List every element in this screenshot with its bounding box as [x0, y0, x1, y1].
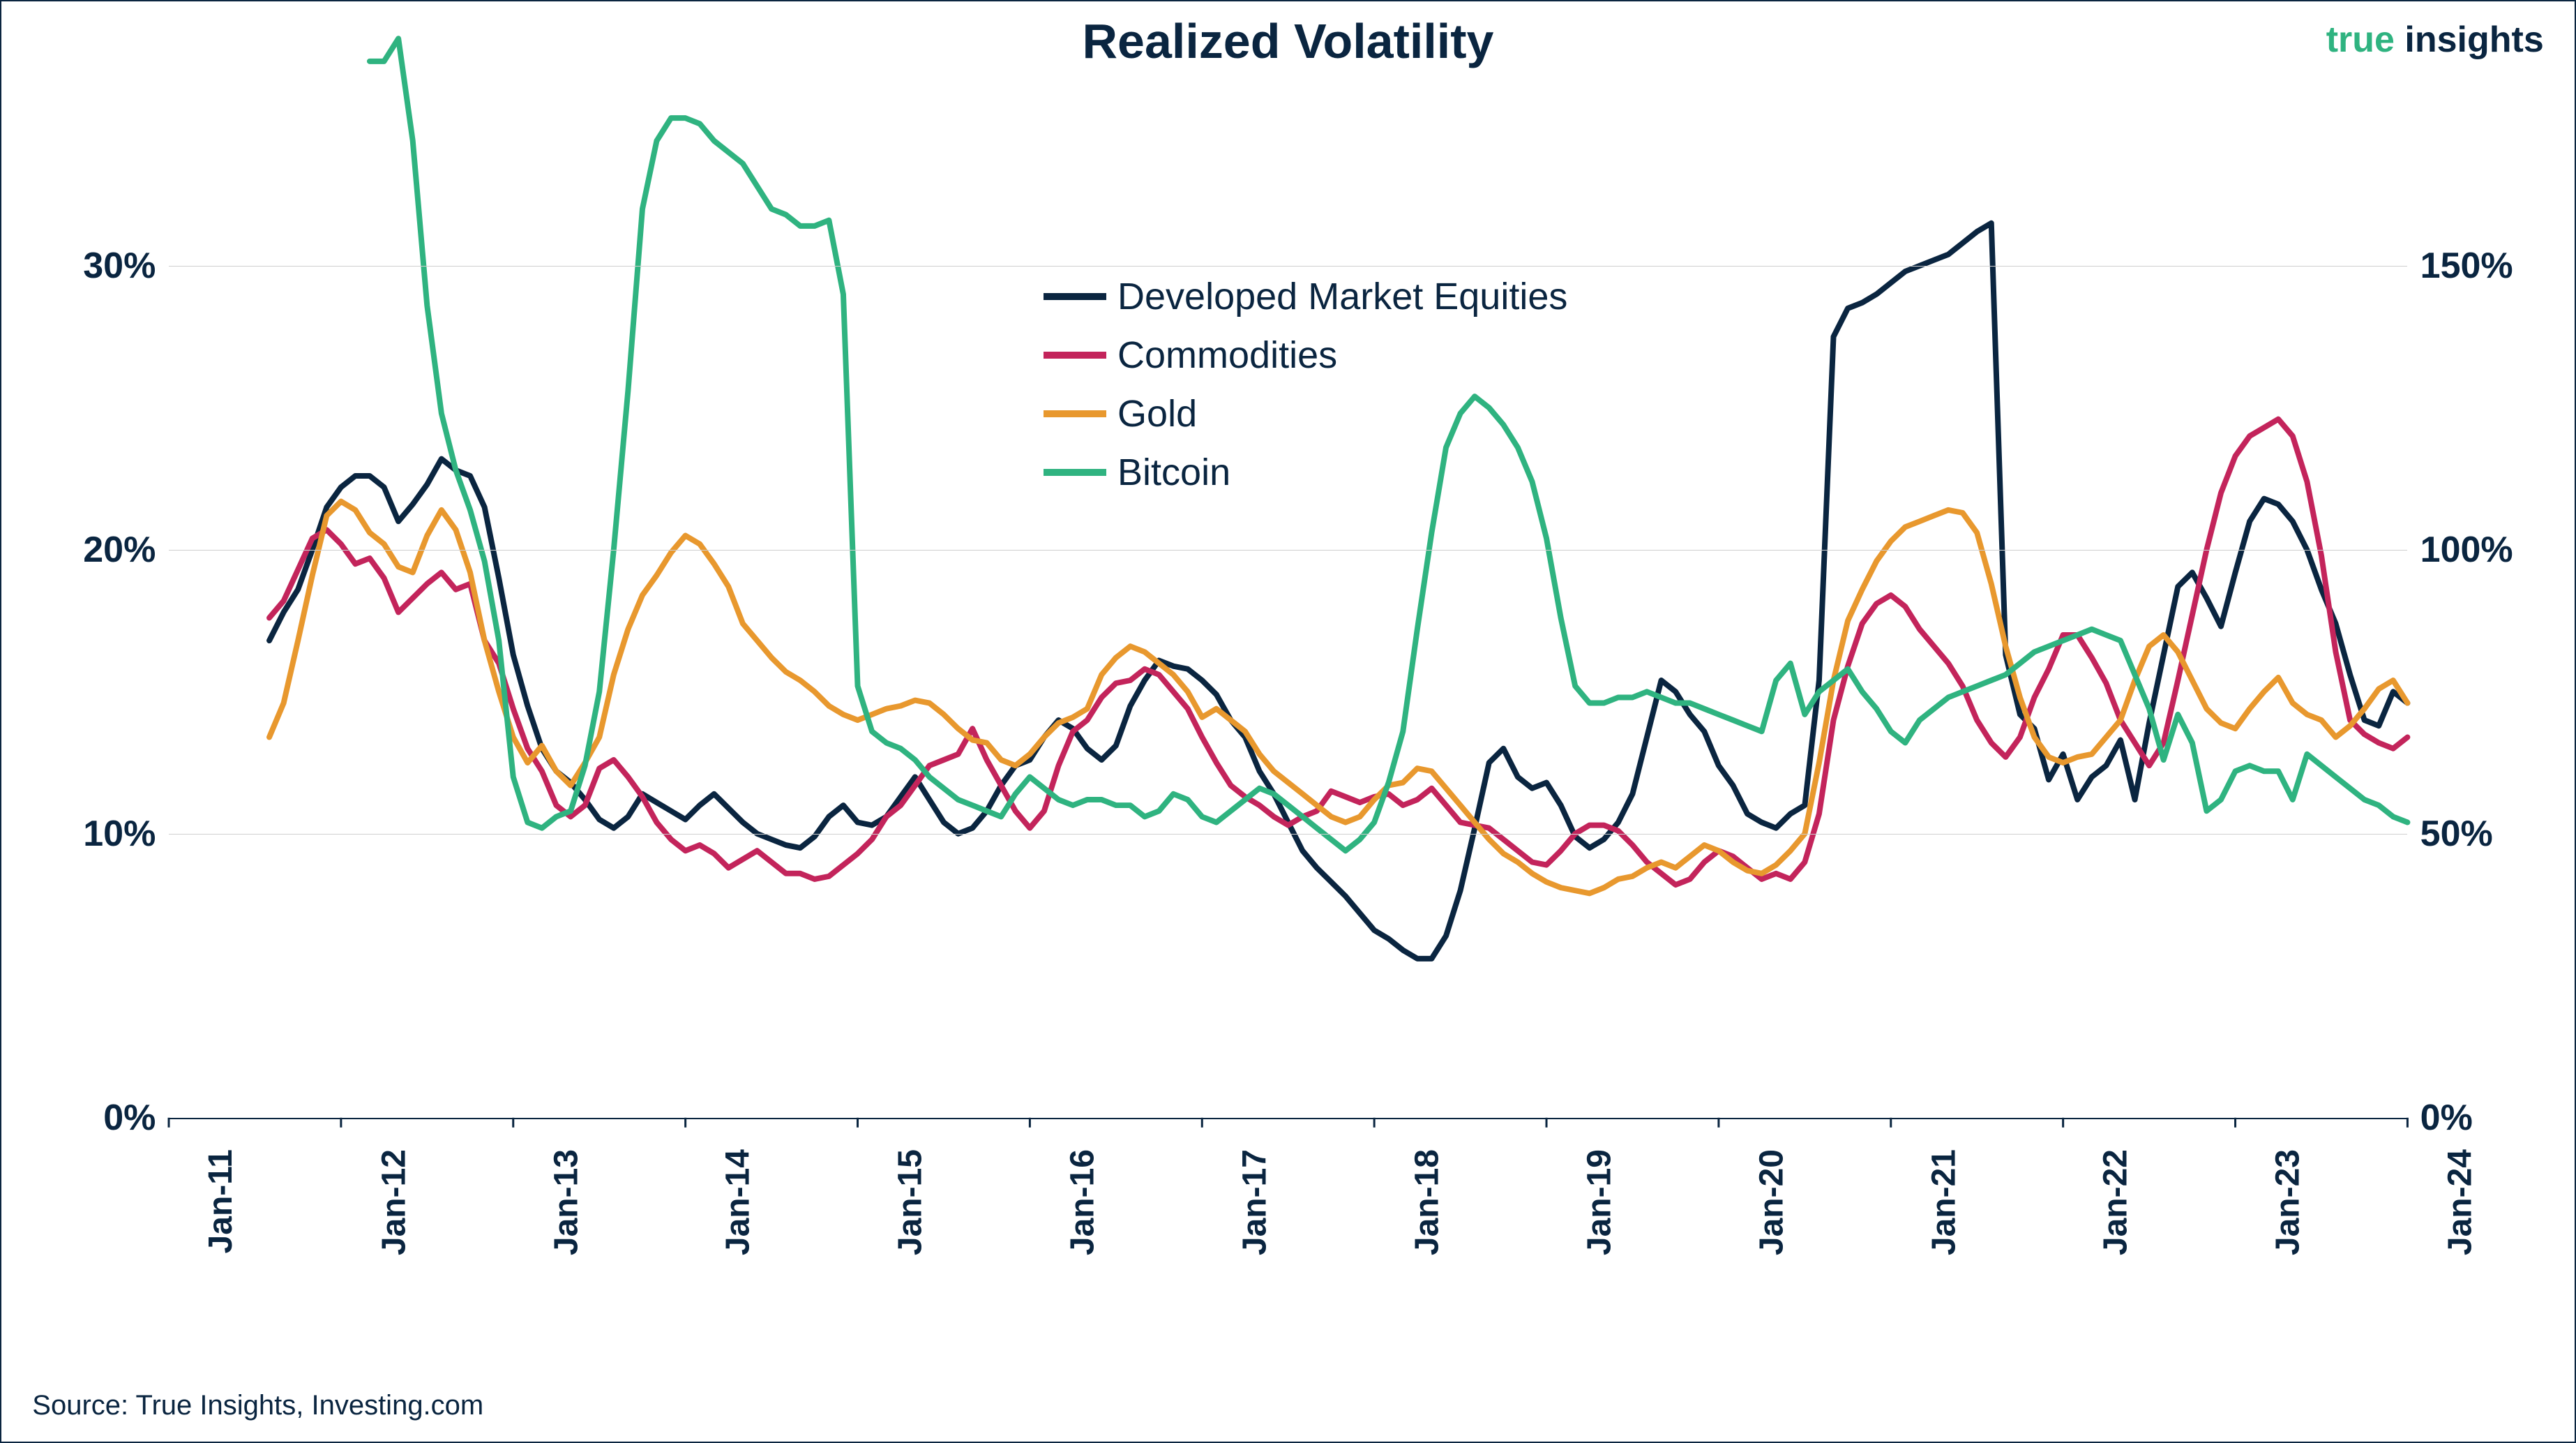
- gridline: [169, 550, 2407, 551]
- x-tick-label: Jan-17: [1236, 1149, 1274, 1255]
- x-tick-label: Jan-23: [2269, 1149, 2307, 1255]
- brand-logo: true insights: [2326, 19, 2544, 61]
- x-tick-label: Jan-14: [719, 1149, 758, 1255]
- plot-area: [169, 110, 2407, 1118]
- y-tick-left: 20%: [83, 529, 156, 571]
- legend: Developed Market Equities Commodities Gold…: [1044, 275, 1567, 509]
- x-tick-label: Jan-12: [375, 1149, 413, 1255]
- legend-item: Gold: [1044, 392, 1567, 435]
- x-tick-label: Jan-18: [1408, 1149, 1446, 1255]
- x-axis-line: [169, 1118, 2407, 1119]
- x-tick-label: Jan-11: [202, 1149, 240, 1253]
- legend-label: Developed Market Equities: [1117, 275, 1567, 318]
- legend-label: Commodities: [1117, 334, 1337, 377]
- legend-swatch: [1044, 410, 1106, 417]
- x-tick-label: Jan-22: [2097, 1149, 2135, 1255]
- y-tick-right: 100%: [2420, 529, 2513, 571]
- y-tick-left: 0%: [103, 1097, 156, 1139]
- chart-svg: [169, 110, 2407, 1118]
- legend-swatch: [1044, 293, 1106, 300]
- legend-item: Commodities: [1044, 334, 1567, 377]
- legend-swatch: [1044, 352, 1106, 359]
- x-tick-label: Jan-15: [891, 1149, 930, 1255]
- brand-word-b: insights: [2404, 20, 2543, 60]
- brand-word-a: true: [2326, 20, 2395, 60]
- y-tick-right: 50%: [2420, 813, 2493, 855]
- x-tick-label: Jan-20: [1752, 1149, 1791, 1255]
- legend-item: Developed Market Equities: [1044, 275, 1567, 318]
- series-gold: [269, 501, 2407, 893]
- y-tick-right: 150%: [2420, 245, 2513, 287]
- y-tick-right: 0%: [2420, 1097, 2473, 1139]
- source-text: Source: True Insights, Investing.com: [32, 1390, 483, 1421]
- gridline: [169, 834, 2407, 835]
- x-tick-label: Jan-16: [1064, 1149, 1102, 1255]
- legend-swatch: [1044, 469, 1106, 476]
- chart-container: Realized Volatility true insights Source…: [0, 0, 2576, 1443]
- y-tick-left: 10%: [83, 813, 156, 855]
- x-tick-label: Jan-13: [547, 1149, 585, 1255]
- gridline: [169, 266, 2407, 267]
- x-tick-label: Jan-24: [2441, 1149, 2480, 1255]
- y-tick-left: 30%: [83, 245, 156, 287]
- x-tick-label: Jan-19: [1580, 1149, 1618, 1255]
- legend-label: Gold: [1117, 392, 1197, 435]
- x-tick-label: Jan-21: [1925, 1149, 1963, 1255]
- legend-item: Bitcoin: [1044, 451, 1567, 494]
- legend-label: Bitcoin: [1117, 451, 1230, 494]
